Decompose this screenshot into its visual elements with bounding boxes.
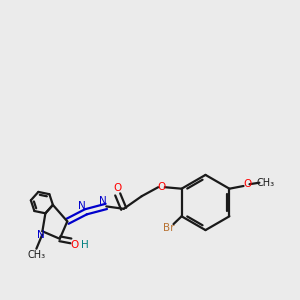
Text: H: H <box>80 240 88 250</box>
Text: N: N <box>78 201 86 212</box>
Text: O: O <box>113 183 121 193</box>
Text: CH₃: CH₃ <box>256 178 274 188</box>
Text: CH₃: CH₃ <box>27 250 46 260</box>
Text: Br: Br <box>163 223 175 233</box>
Text: N: N <box>99 196 106 206</box>
Text: O: O <box>157 182 165 192</box>
Text: O: O <box>71 240 79 250</box>
Text: O: O <box>243 179 251 189</box>
Text: N: N <box>37 230 44 241</box>
